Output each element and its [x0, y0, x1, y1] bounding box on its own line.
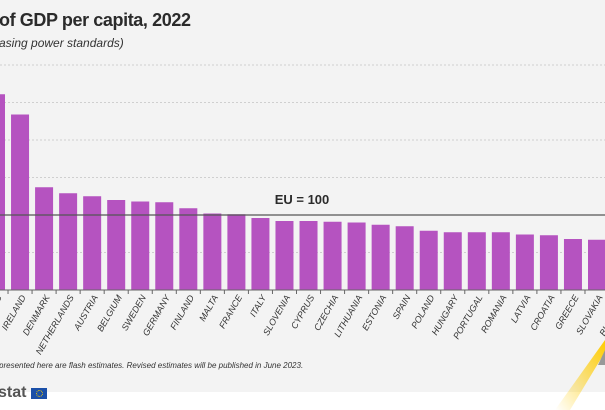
bar-slovenia — [275, 221, 294, 290]
bar-cyprus — [299, 221, 318, 290]
bar-poland — [419, 230, 438, 290]
footnote: presented here are flash estimates. Revi… — [0, 361, 304, 370]
eu-flag-icon — [31, 388, 47, 399]
bar-chart: LUXEMBOURGIRELANDDENMARKNETHERLANDSAUSTR… — [0, 64, 605, 356]
bar-spain — [395, 226, 414, 290]
bar-romania — [491, 232, 510, 290]
x-tick-label: ITALY — [248, 292, 269, 318]
bar-estonia — [371, 224, 390, 290]
eu-reference-label: EU = 100 — [275, 192, 330, 207]
bar-slovakia — [588, 239, 605, 290]
chart-title: of GDP per capita, 2022 — [0, 10, 191, 30]
bar-italy — [251, 218, 270, 290]
x-tick-label: MALTA — [197, 293, 220, 323]
bar-luxembourg — [0, 94, 5, 290]
bar-belgium — [107, 200, 126, 290]
bar-denmark — [35, 187, 54, 290]
bar-netherlands — [59, 193, 78, 290]
bar-malta — [203, 213, 222, 290]
bar-greece — [563, 239, 582, 290]
bar-germany — [155, 202, 174, 290]
bar-czechia — [323, 221, 342, 290]
x-tick-label: ESTONIA — [360, 293, 388, 332]
x-tick-label: LATVIA — [509, 293, 533, 324]
bar-latvia — [515, 234, 534, 290]
x-tick-label: FINLAND — [168, 293, 196, 332]
x-tick-label: FRANCE — [217, 292, 245, 330]
chart-subtitle: asing power standards) — [0, 36, 124, 50]
bar-portugal — [467, 232, 486, 290]
bar-hungary — [443, 232, 462, 290]
decorative-swoosh — [555, 340, 605, 410]
bar-france — [227, 214, 246, 290]
bar-austria — [83, 196, 102, 290]
bar-finland — [179, 208, 198, 290]
bar-sweden — [131, 201, 150, 290]
bar-lithuania — [347, 222, 366, 290]
bar-croatia — [539, 235, 558, 290]
bar-ireland — [11, 114, 30, 290]
x-tick-label: SPAIN — [391, 293, 413, 321]
eurostat-logo: stat — [0, 384, 27, 401]
